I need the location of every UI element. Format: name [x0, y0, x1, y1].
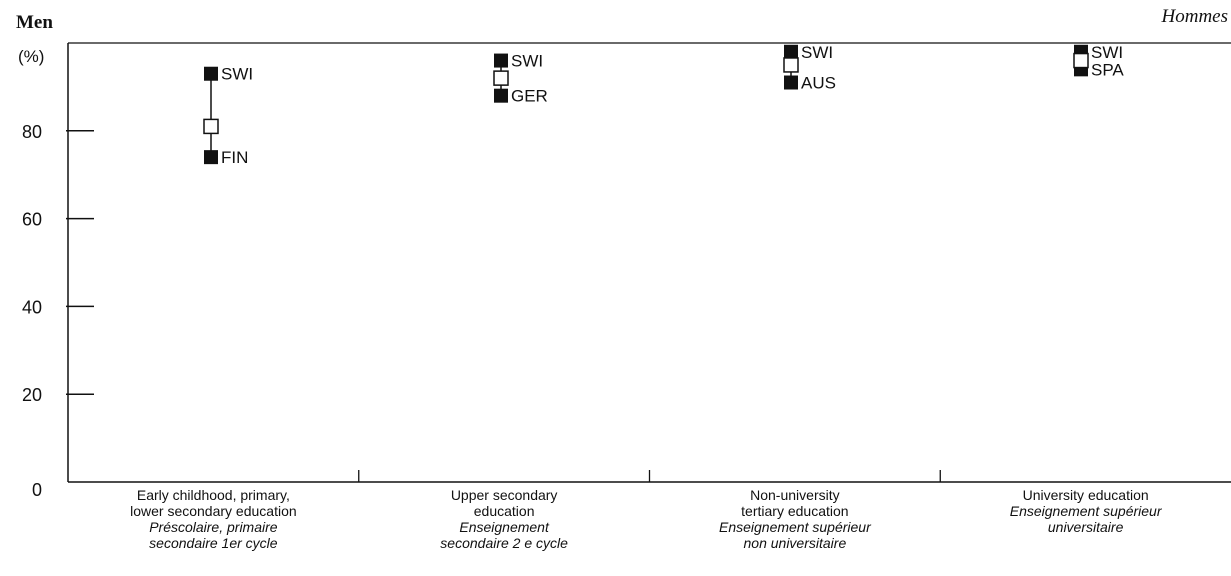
high-country-label: SWI [1091, 43, 1123, 62]
category-label-en: tertiary education [741, 503, 848, 519]
low-country-label: GER [511, 87, 548, 106]
chart-title-fr: Hommes [1161, 6, 1229, 27]
y-axis-unit: (%) [18, 47, 44, 66]
y-tick-label: 60 [22, 210, 42, 230]
y-tick-label: 0 [32, 480, 42, 500]
category-label-fr: Enseignement [459, 519, 550, 535]
category-label-en: education [474, 503, 535, 519]
low-country-label: FIN [221, 148, 248, 167]
x-category-labels: Early childhood, primary,lower secondary… [130, 487, 1163, 551]
low-marker [204, 150, 218, 165]
category-label-en: lower secondary education [130, 503, 297, 519]
mean-marker [1073, 52, 1089, 69]
category-label-en: University education [1023, 487, 1149, 503]
low-country-label: AUS [801, 74, 836, 93]
y-tick-label: 80 [22, 122, 42, 142]
low-marker [784, 75, 798, 90]
high-country-label: SWI [801, 43, 833, 62]
low-country-label: SPA [1091, 60, 1124, 79]
category-label-en: Non-university [750, 487, 839, 503]
mean-marker [203, 118, 219, 135]
y-ticks: 0 20 40 60 80 [22, 122, 94, 500]
category-label-fr: Préscolaire, primaire [149, 519, 278, 535]
high-marker [784, 44, 798, 59]
low-marker [494, 88, 508, 103]
category-label-en: Upper secondary [451, 487, 558, 503]
high-marker [494, 53, 508, 68]
category-label-fr: universitaire [1048, 519, 1124, 535]
y-axis-label: Men [16, 12, 53, 33]
category-label-fr: secondaire 2 e cycle [440, 535, 568, 551]
high-country-label: SWI [221, 65, 253, 84]
category-label-en: Early childhood, primary, [137, 487, 290, 503]
category-label-fr: non universitaire [744, 535, 847, 551]
y-tick-label: 20 [22, 385, 42, 405]
category-label-fr: Enseignement supérieur [719, 519, 872, 535]
mean-marker [493, 70, 509, 86]
category-label-fr: secondaire 1er cycle [149, 535, 278, 551]
y-tick-label: 40 [22, 297, 42, 317]
axes [67, 42, 1231, 483]
category-label-fr: Enseignement supérieur [1010, 503, 1163, 519]
high-marker [204, 66, 218, 81]
high-country-label: SWI [511, 52, 543, 71]
mean-marker [783, 57, 799, 73]
